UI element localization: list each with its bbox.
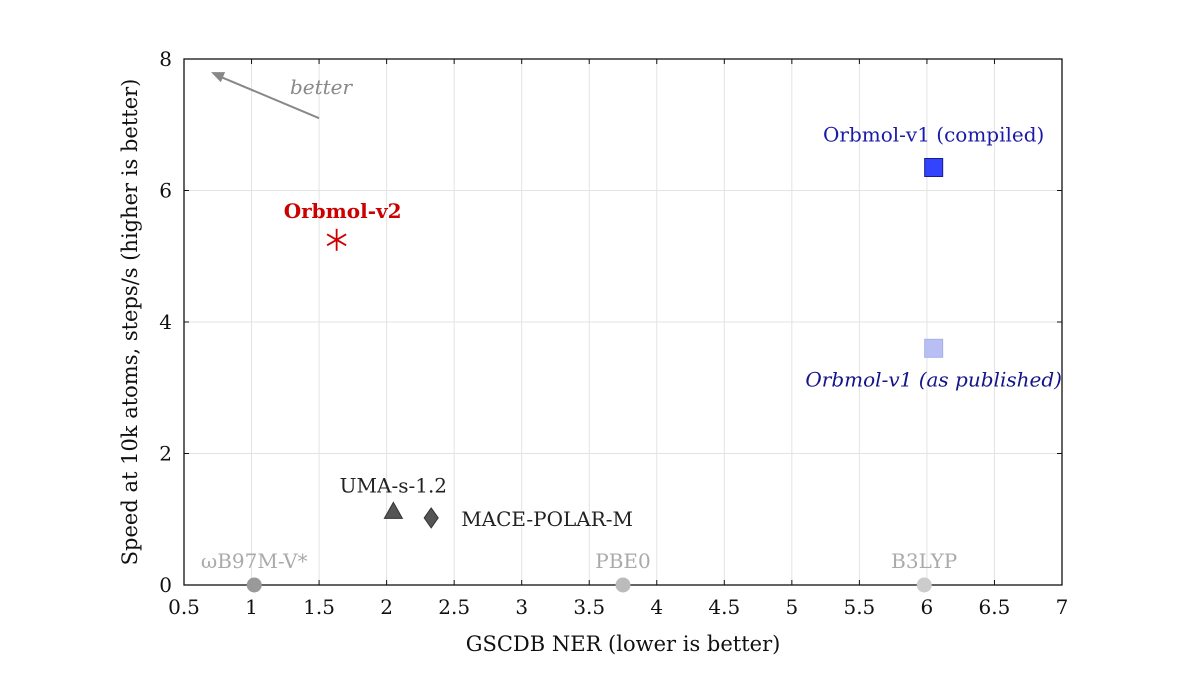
x-tick-label: 3	[515, 595, 528, 619]
y-tick-label: 8	[159, 47, 172, 71]
point-orbmol-v1-as-published-marker	[924, 338, 944, 358]
better-arrow-line	[218, 75, 320, 120]
y-tick-label: 4	[159, 310, 172, 334]
better-label: better	[290, 75, 354, 99]
point-orbmol-v1-as-published-label: Orbmol-v1 (as published)	[805, 367, 1062, 391]
x-tick-label: 7	[1056, 595, 1069, 619]
axis-ticks: 0.5 1 1.5 2 2.5 3 3.5 4 4.5 5 5.5 6 6.5 7 0 2 4 6 8	[159, 47, 1068, 619]
point-b97m-v-marker	[246, 577, 262, 593]
y-tick-label: 6	[159, 179, 172, 203]
point-pbe0-marker	[615, 577, 631, 593]
point-uma-s-1-2-label: UMA-s-1.2	[340, 473, 447, 497]
x-tick-label: 1	[245, 595, 258, 619]
point-orbmol-v1-compiled-label: Orbmol-v1 (compiled)	[823, 122, 1044, 146]
point-b3lyp-marker	[916, 577, 932, 593]
x-tick-label: 4.5	[708, 595, 740, 619]
x-tick-label: 6.5	[979, 595, 1011, 619]
point-mace-polar-m-label: MACE-POLAR-M	[461, 507, 633, 531]
x-tick-label: 1.5	[303, 595, 335, 619]
point-b97m-v-label: ωB97M-V*	[201, 549, 308, 573]
y-axis-label: Speed at 10k atoms, steps/s (higher is b…	[118, 79, 142, 566]
x-tick-label: 5.5	[843, 595, 875, 619]
data-points: Orbmol-v2 Orbmol-v1 (compiled) Orbmol-v1 (…	[201, 122, 1062, 593]
x-tick-label: 2	[380, 595, 393, 619]
x-tick-label: 3.5	[573, 595, 605, 619]
x-tick-label: 6	[921, 595, 934, 619]
y-tick-label: 2	[159, 442, 172, 466]
y-tick-label: 0	[159, 573, 172, 597]
better-annotation: better	[211, 72, 354, 120]
point-orbmol-v2-label: Orbmol-v2	[284, 199, 402, 223]
point-mace-polar-m-marker	[423, 507, 439, 529]
x-tick-label: 2.5	[438, 595, 470, 619]
point-orbmol-v1-compiled-marker	[924, 157, 944, 177]
x-axis-label: GSCDB NER (lower is better)	[466, 632, 781, 656]
point-pbe0-label: PBE0	[595, 549, 650, 573]
x-tick-label: 4	[650, 595, 663, 619]
point-orbmol-v2-marker	[326, 228, 347, 251]
point-uma-s-1-2-marker	[383, 501, 404, 519]
better-arrow-head	[211, 72, 226, 83]
x-tick-label: 5	[785, 595, 798, 619]
point-b3lyp-label: B3LYP	[891, 549, 957, 573]
x-tick-label: 0.5	[168, 595, 200, 619]
